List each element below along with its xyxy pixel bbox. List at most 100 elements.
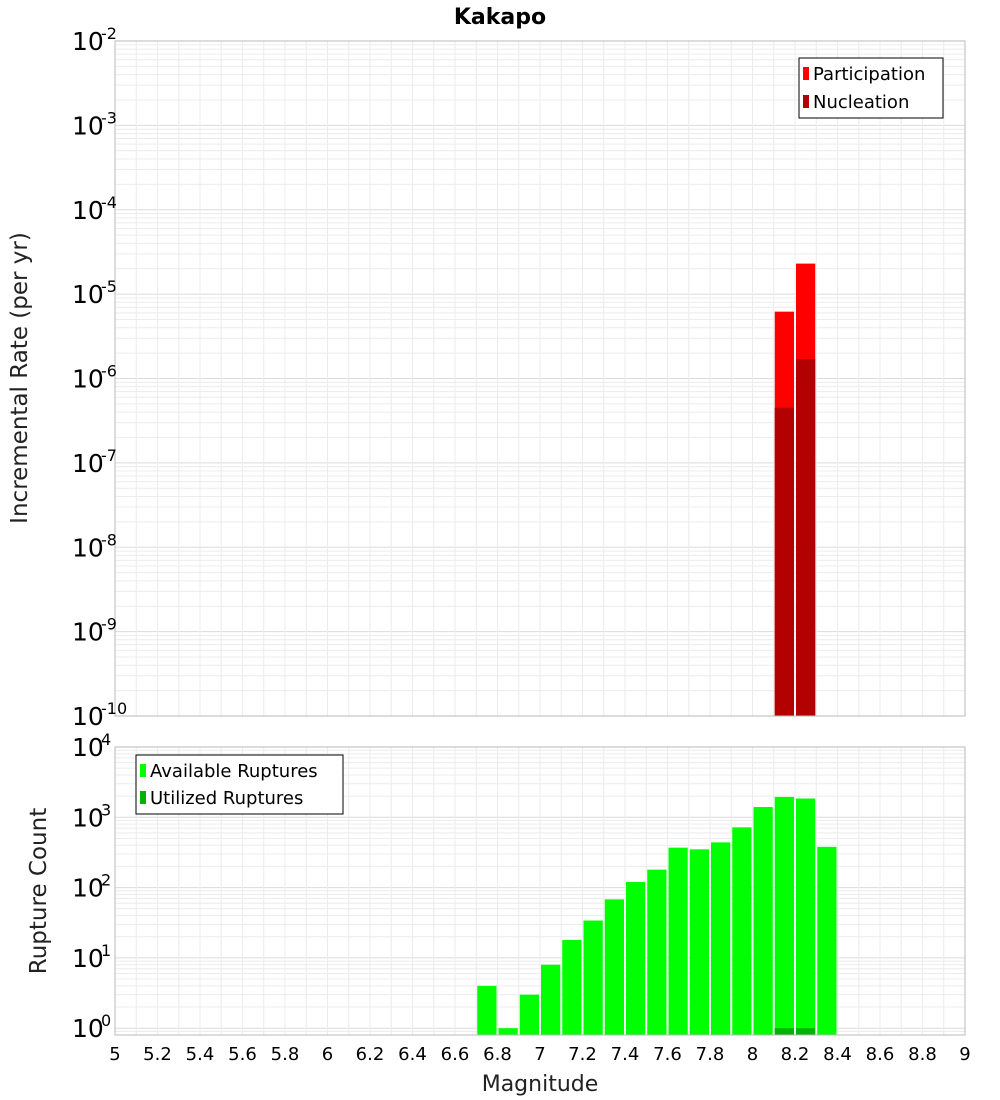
top-y-tick-base: 10 (72, 533, 104, 562)
bottom-y-tick: 103 (72, 800, 111, 832)
x-tick-label: 9 (959, 1044, 970, 1065)
top-gridlines (114, 41, 966, 716)
top-y-tick: 10-3 (72, 108, 117, 140)
top-y-tick-exponent: -4 (101, 193, 117, 212)
top-y-tick-base: 10 (72, 618, 104, 647)
x-ticks: 5 5.2 5.4 5.6 5.8 6 6.2 6.4 6.6 6.8 7 7.2 7.4 7.6 7.8 8… (109, 1044, 970, 1065)
x-tick-label: 7.2 (568, 1044, 597, 1065)
top-y-tick: 10-5 (72, 277, 117, 309)
top-y-tick: 10-8 (72, 530, 117, 562)
bottom-legend-box (135, 754, 344, 815)
x-tick-label: 8 (747, 1044, 758, 1065)
bottom-y-tick-exponent: 0 (101, 1011, 111, 1030)
top-y-tick-exponent: -7 (101, 446, 117, 465)
x-tick-label: 5.8 (271, 1044, 300, 1065)
bottom-bar-utilized-ruptures (796, 1028, 816, 1035)
bottom-y-tick-base: 10 (72, 944, 104, 973)
bottom-y-tick-exponent: 1 (101, 941, 111, 960)
x-tick-label: 6.4 (398, 1044, 427, 1065)
x-tick-label: 7.4 (611, 1044, 640, 1065)
top-y-tick-base: 10 (72, 280, 104, 309)
bottom-y-tick-exponent: 2 (101, 871, 111, 890)
top-y-tick-exponent: -9 (101, 615, 117, 634)
top-legend-box (798, 57, 944, 119)
bottom-bar-available-ruptures (562, 939, 582, 1035)
bottom-bar-available-ruptures (541, 964, 561, 1035)
bottom-y-tick: 104 (72, 730, 111, 762)
top-y-tick-exponent: -8 (101, 530, 117, 549)
x-tick-label: 6.8 (483, 1044, 512, 1065)
x-tick-label: 5.4 (186, 1044, 215, 1065)
x-tick-label: 8.4 (823, 1044, 852, 1065)
x-tick-label: 6.2 (356, 1044, 385, 1065)
legend-label-nucleation: Nucleation (813, 92, 909, 113)
bottom-bar-available-ruptures (647, 869, 667, 1035)
top-y-tick: 10-2 (72, 24, 117, 56)
top-y-tick-exponent: -10 (101, 699, 127, 718)
x-tick-label: 5.2 (143, 1044, 172, 1065)
bottom-bar-available-ruptures (498, 1028, 518, 1035)
top-y-tick-exponent: -5 (101, 277, 117, 296)
top-y-tick-exponent: -2 (101, 24, 117, 43)
bottom-bar-available-ruptures (626, 882, 646, 1035)
top-legend: Participation Nucleation (798, 57, 944, 119)
x-tick-label: 8.8 (908, 1044, 937, 1065)
bottom-legend: Available Ruptures Utilized Ruptures (135, 754, 344, 815)
top-y-tick: 10-7 (72, 446, 117, 478)
bottom-bar-available-ruptures (477, 985, 497, 1035)
bottom-y-tick-base: 10 (72, 803, 104, 832)
bottom-bar-available-ruptures (817, 846, 837, 1035)
top-y-tick: 10-10 (72, 699, 127, 731)
x-tick-label: 6.6 (441, 1044, 470, 1065)
bottom-y-tick: 101 (72, 941, 111, 973)
bottom-bar-available-ruptures (796, 798, 816, 1035)
bottom-bar-available-ruptures (689, 849, 709, 1035)
bottom-bar-available-ruptures (583, 920, 603, 1035)
legend-swatch-available (140, 764, 146, 777)
legend-label-participation: Participation (813, 64, 925, 85)
bottom-bar-available-ruptures (753, 807, 773, 1035)
top-y-tick-base: 10 (72, 702, 104, 731)
bottom-y-axis-label: Rupture Count (26, 808, 52, 974)
top-y-axis-label: Incremental Rate (per yr) (7, 232, 33, 524)
legend-label-available: Available Ruptures (150, 761, 318, 782)
top-y-tick-exponent: -3 (101, 108, 117, 127)
bottom-bar-available-ruptures (711, 842, 731, 1035)
x-tick-label: 7 (534, 1044, 545, 1065)
x-tick-label: 7.6 (653, 1044, 682, 1065)
legend-swatch-utilized (140, 791, 146, 804)
bottom-y-tick: 100 (72, 1011, 111, 1043)
x-tick-label: 8.6 (866, 1044, 895, 1065)
top-bar-nucleation (796, 359, 816, 716)
x-tick-label: 7.8 (696, 1044, 725, 1065)
bottom-y-tick-exponent: 4 (101, 730, 111, 749)
top-bars (774, 263, 816, 716)
x-tick-label: 5.6 (228, 1044, 257, 1065)
x-axis-label: Magnitude (482, 1072, 599, 1097)
top-y-tick-base: 10 (72, 27, 104, 56)
top-y-tick-base: 10 (72, 449, 104, 478)
top-y-tick: 10-6 (72, 362, 117, 394)
legend-label-utilized: Utilized Ruptures (150, 788, 303, 809)
chart-title: Kakapo (454, 5, 546, 30)
legend-swatch-participation (803, 67, 809, 80)
bottom-bar-available-ruptures (604, 899, 624, 1035)
bottom-y-tick-base: 10 (72, 733, 104, 762)
bottom-bars (477, 796, 837, 1035)
top-bar-nucleation (774, 407, 794, 716)
x-tick-label: 5 (109, 1044, 120, 1065)
bottom-y-tick-base: 10 (72, 874, 104, 903)
top-y-tick: 10-9 (72, 615, 117, 647)
bottom-bar-available-ruptures (668, 847, 688, 1035)
top-y-tick-base: 10 (72, 196, 104, 225)
bottom-y-tick-base: 10 (72, 1014, 104, 1043)
bottom-bar-utilized-ruptures (774, 1028, 794, 1035)
top-plot-frame (114, 40, 966, 717)
bottom-bar-available-ruptures (774, 796, 794, 1035)
top-y-tick-base: 10 (72, 365, 104, 394)
x-tick-label: 8.2 (781, 1044, 810, 1065)
top-y-tick-exponent: -6 (101, 362, 117, 381)
